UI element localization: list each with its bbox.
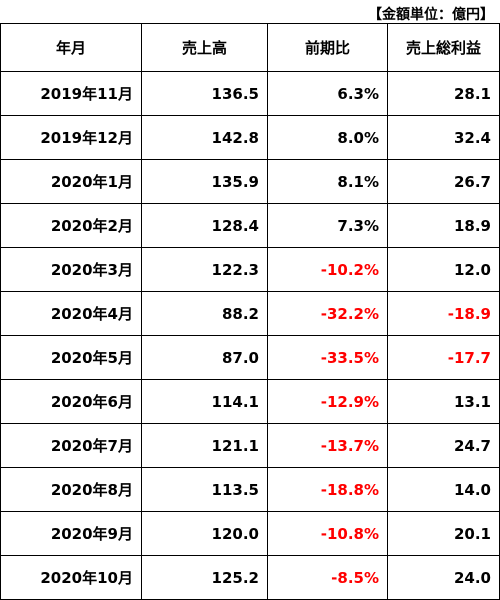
table-row: 2020年4月 88.2 -32.2% -18.9 bbox=[0, 291, 500, 336]
cell-profit: 24.0 bbox=[387, 555, 500, 600]
cell-sales: 87.0 bbox=[141, 335, 268, 380]
table-row: 2020年1月 135.9 8.1% 26.7 bbox=[0, 159, 500, 204]
cell-month: 2020年1月 bbox=[0, 159, 142, 204]
cell-profit: -18.9 bbox=[387, 291, 500, 336]
cell-yoy: -33.5% bbox=[267, 335, 388, 380]
cell-month: 2020年7月 bbox=[0, 423, 142, 468]
table-row: 2020年10月 125.2 -8.5% 24.0 bbox=[0, 555, 500, 600]
table-row: 2020年9月 120.0 -10.8% 20.1 bbox=[0, 511, 500, 556]
table-row: 2019年12月 142.8 8.0% 32.4 bbox=[0, 115, 500, 160]
cell-sales: 114.1 bbox=[141, 379, 268, 424]
table-row: 2020年3月 122.3 -10.2% 12.0 bbox=[0, 247, 500, 292]
header-profit: 売上総利益 bbox=[387, 23, 500, 72]
table-row: 2020年7月 121.1 -13.7% 24.7 bbox=[0, 423, 500, 468]
cell-sales: 128.4 bbox=[141, 203, 268, 248]
cell-yoy: 8.1% bbox=[267, 159, 388, 204]
cell-yoy: -13.7% bbox=[267, 423, 388, 468]
cell-profit: 12.0 bbox=[387, 247, 500, 292]
cell-profit: 14.0 bbox=[387, 467, 500, 512]
cell-month: 2020年9月 bbox=[0, 511, 142, 556]
cell-month: 2020年5月 bbox=[0, 335, 142, 380]
cell-profit: 28.1 bbox=[387, 71, 500, 116]
cell-yoy: 6.3% bbox=[267, 71, 388, 116]
cell-yoy: -8.5% bbox=[267, 555, 388, 600]
cell-yoy: 8.0% bbox=[267, 115, 388, 160]
cell-yoy: -12.9% bbox=[267, 379, 388, 424]
cell-profit: -17.7 bbox=[387, 335, 500, 380]
cell-yoy: -32.2% bbox=[267, 291, 388, 336]
cell-yoy: -10.8% bbox=[267, 511, 388, 556]
cell-yoy: -10.2% bbox=[267, 247, 388, 292]
unit-label: 【金額単位：億円】 bbox=[368, 7, 494, 23]
cell-month: 2020年6月 bbox=[0, 379, 142, 424]
cell-profit: 26.7 bbox=[387, 159, 500, 204]
cell-profit: 20.1 bbox=[387, 511, 500, 556]
cell-sales: 120.0 bbox=[141, 511, 268, 556]
cell-sales: 135.9 bbox=[141, 159, 268, 204]
cell-profit: 18.9 bbox=[387, 203, 500, 248]
cell-sales: 121.1 bbox=[141, 423, 268, 468]
table-row: 2020年5月 87.0 -33.5% -17.7 bbox=[0, 335, 500, 380]
table-row: 2020年8月 113.5 -18.8% 14.0 bbox=[0, 467, 500, 512]
cell-month: 2019年12月 bbox=[0, 115, 142, 160]
cell-month: 2020年2月 bbox=[0, 203, 142, 248]
header-row: 年月 売上高 前期比 売上総利益 bbox=[0, 23, 500, 72]
header-month: 年月 bbox=[0, 23, 142, 72]
cell-sales: 88.2 bbox=[141, 291, 268, 336]
cell-month: 2020年4月 bbox=[0, 291, 142, 336]
cell-month: 2020年8月 bbox=[0, 467, 142, 512]
cell-profit: 13.1 bbox=[387, 379, 500, 424]
cell-sales: 136.5 bbox=[141, 71, 268, 116]
cell-profit: 24.7 bbox=[387, 423, 500, 468]
header-sales: 売上高 bbox=[141, 23, 268, 72]
table-row: 2020年2月 128.4 7.3% 18.9 bbox=[0, 203, 500, 248]
cell-profit: 32.4 bbox=[387, 115, 500, 160]
cell-month: 2020年3月 bbox=[0, 247, 142, 292]
table-row: 2020年6月 114.1 -12.9% 13.1 bbox=[0, 379, 500, 424]
cell-sales: 142.8 bbox=[141, 115, 268, 160]
cell-yoy: -18.8% bbox=[267, 467, 388, 512]
cell-sales: 125.2 bbox=[141, 555, 268, 600]
sales-table: 年月 売上高 前期比 売上総利益 2019年11月 136.5 6.3% 28.1 20… bbox=[0, 23, 500, 600]
header-yoy: 前期比 bbox=[267, 23, 388, 72]
cell-yoy: 7.3% bbox=[267, 203, 388, 248]
cell-sales: 122.3 bbox=[141, 247, 268, 292]
cell-sales: 113.5 bbox=[141, 467, 268, 512]
table-row: 2019年11月 136.5 6.3% 28.1 bbox=[0, 71, 500, 116]
cell-month: 2020年10月 bbox=[0, 555, 142, 600]
cell-month: 2019年11月 bbox=[0, 71, 142, 116]
